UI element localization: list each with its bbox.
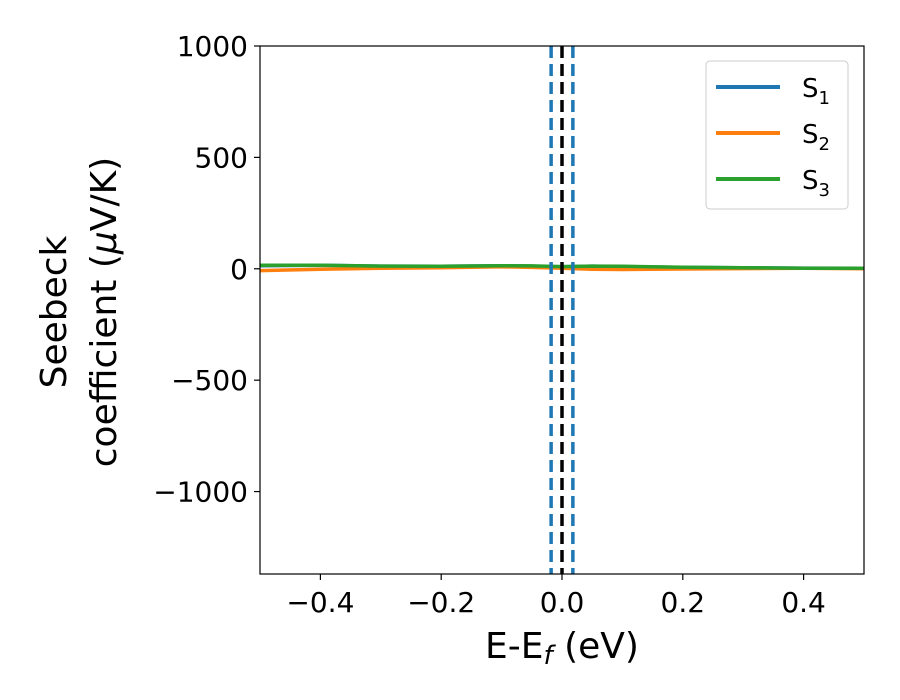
x-axis-title: E-Ef (eV) [485,626,639,671]
y-axis-title-prefix: coefficient ( [84,254,125,467]
y-axis-ticks: 1000 500 0 −500 −1000 [153,30,260,509]
x-axis-title-unit: (eV) [553,626,639,667]
legend-label-s3: S3 [802,166,830,201]
x-tick-label: 0.2 [661,586,706,619]
x-axis-ticks: −0.4 −0.2 0.0 0.2 0.4 [286,574,826,619]
y-axis-title-suffix: V/K) [84,157,125,231]
y-tick-label: −500 [171,364,248,397]
y-tick-label: −1000 [153,476,248,509]
y-axis-title-mu: μ [84,231,125,255]
x-tick-label: −0.2 [407,586,475,619]
y-tick-label: 0 [230,253,248,286]
y-axis-title: Seebeck coefficient (μV/K) [34,157,125,467]
x-tick-label: −0.4 [286,586,354,619]
y-axis-title-line2: coefficient (μV/K) [84,157,125,467]
x-tick-label: 0.0 [540,586,585,619]
reference-lines [549,46,575,574]
x-axis-title-main: E-E [485,626,543,667]
x-tick-label: 0.4 [781,586,826,619]
legend: S1 S2 S3 [705,60,849,210]
y-axis-title-line1: Seebeck [34,235,75,388]
y-tick-label: 500 [195,141,248,174]
legend-label-s2: S2 [802,120,830,155]
legend-label-s1: S1 [802,74,830,109]
y-tick-label: 1000 [177,30,248,63]
